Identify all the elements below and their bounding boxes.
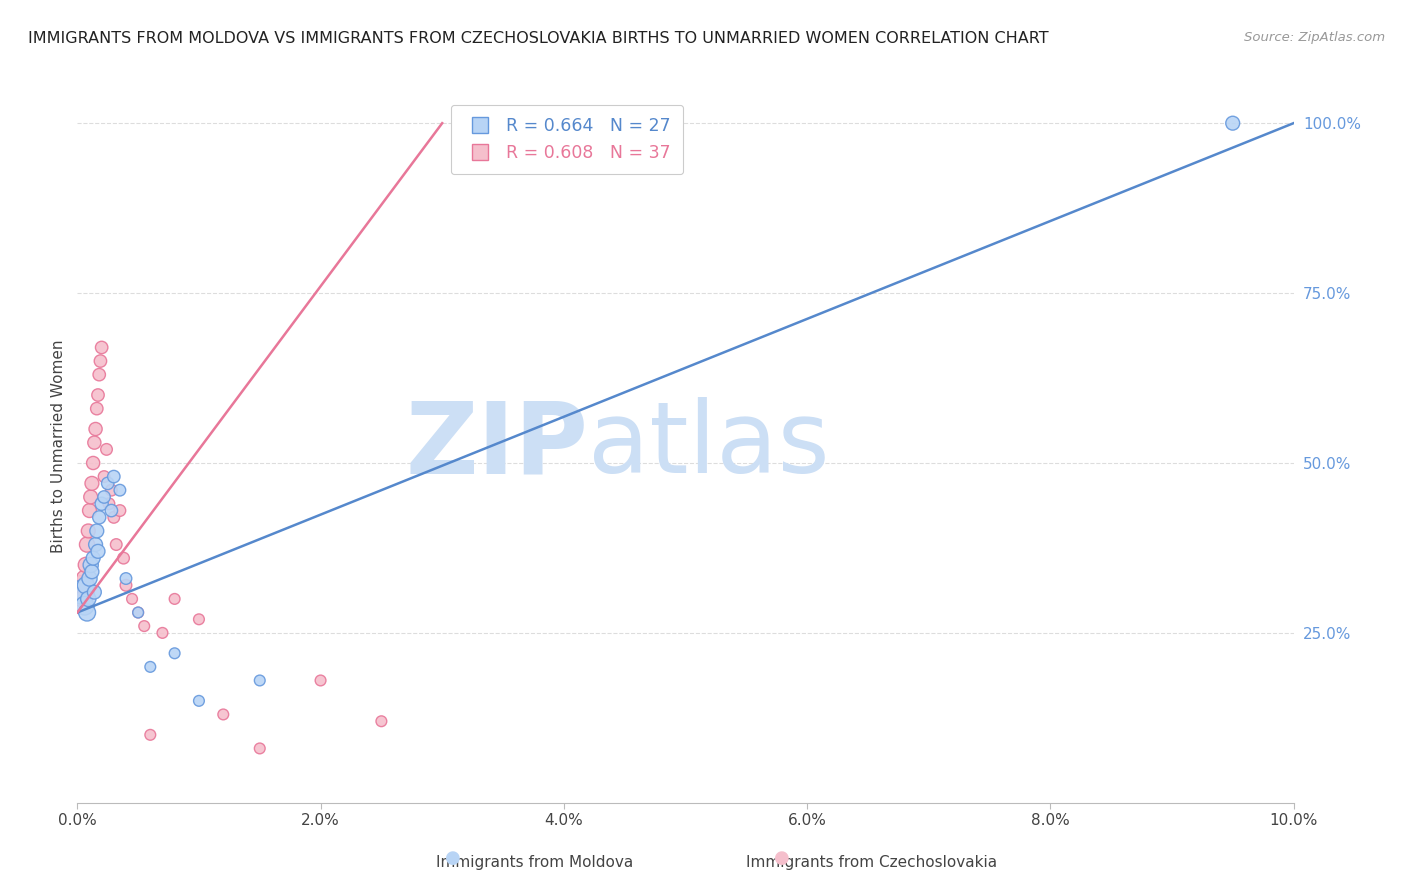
Point xyxy=(89,368,111,382)
Point xyxy=(72,591,94,606)
Point xyxy=(90,497,112,511)
Point xyxy=(96,442,118,457)
Text: atlas: atlas xyxy=(588,398,830,494)
Text: Source: ZipAtlas.com: Source: ZipAtlas.com xyxy=(1244,31,1385,45)
Point xyxy=(86,524,108,538)
Point xyxy=(249,741,271,756)
Point xyxy=(163,591,186,606)
Point xyxy=(83,435,105,450)
Point xyxy=(127,606,149,620)
Point xyxy=(93,469,115,483)
Point xyxy=(87,388,110,402)
Point xyxy=(77,524,100,538)
Text: ●: ● xyxy=(444,849,461,867)
Text: Immigrants from Moldova: Immigrants from Moldova xyxy=(436,855,633,870)
Point xyxy=(100,483,122,498)
Point xyxy=(87,544,110,558)
Point xyxy=(70,578,93,592)
Point xyxy=(1222,116,1244,130)
Point xyxy=(80,558,103,572)
Point xyxy=(139,728,162,742)
Point xyxy=(79,572,101,586)
Text: ●: ● xyxy=(773,849,790,867)
Point xyxy=(90,341,112,355)
Point xyxy=(103,510,125,524)
Point xyxy=(76,537,98,551)
Point xyxy=(105,537,128,551)
Point xyxy=(86,401,108,416)
Point xyxy=(82,456,104,470)
Text: ZIP: ZIP xyxy=(405,398,588,494)
Point xyxy=(83,585,105,599)
Point xyxy=(80,476,103,491)
Point xyxy=(108,483,131,498)
Point xyxy=(89,510,111,524)
Point xyxy=(75,578,97,592)
Point xyxy=(79,503,101,517)
Point xyxy=(127,606,149,620)
Point xyxy=(108,503,131,517)
Point xyxy=(121,591,143,606)
Point xyxy=(97,476,120,491)
Point xyxy=(139,660,162,674)
Text: Immigrants from Czechoslovakia: Immigrants from Czechoslovakia xyxy=(747,855,997,870)
Point xyxy=(163,646,186,660)
Point xyxy=(134,619,156,633)
Point xyxy=(370,714,392,729)
Point xyxy=(188,694,211,708)
Point xyxy=(115,572,138,586)
Point xyxy=(77,591,100,606)
Legend: R = 0.664   N = 27, R = 0.608   N = 37: R = 0.664 N = 27, R = 0.608 N = 37 xyxy=(451,105,683,174)
Point xyxy=(103,469,125,483)
Point xyxy=(115,578,138,592)
Point xyxy=(309,673,332,688)
Point xyxy=(249,673,271,688)
Point xyxy=(212,707,235,722)
Text: IMMIGRANTS FROM MOLDOVA VS IMMIGRANTS FROM CZECHOSLOVAKIA BIRTHS TO UNMARRIED WO: IMMIGRANTS FROM MOLDOVA VS IMMIGRANTS FR… xyxy=(28,31,1049,46)
Point xyxy=(73,572,96,586)
Point xyxy=(93,490,115,504)
Point xyxy=(75,558,97,572)
Point xyxy=(80,565,103,579)
Point xyxy=(188,612,211,626)
Point xyxy=(89,354,111,368)
Point xyxy=(84,422,107,436)
Point xyxy=(112,551,135,566)
Point xyxy=(70,585,93,599)
Point xyxy=(80,490,103,504)
Point xyxy=(82,551,104,566)
Y-axis label: Births to Unmarried Women: Births to Unmarried Women xyxy=(51,339,66,553)
Point xyxy=(100,503,122,517)
Point xyxy=(84,537,107,551)
Point xyxy=(152,626,174,640)
Point xyxy=(76,606,98,620)
Point xyxy=(97,497,120,511)
Point xyxy=(73,599,96,613)
